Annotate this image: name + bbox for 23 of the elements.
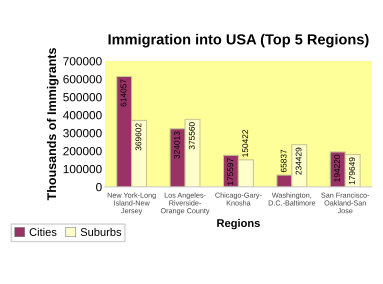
data-label: 179649 bbox=[349, 157, 355, 184]
data-label: 194220 bbox=[334, 154, 340, 182]
chart-title: Immigration into USA (Top 5 Regions) bbox=[108, 34, 369, 48]
x-axis-title: Regions bbox=[217, 218, 260, 230]
data-label: 614057 bbox=[120, 79, 126, 106]
data-label: 234429 bbox=[296, 148, 302, 175]
data-label: 65837 bbox=[280, 150, 287, 172]
legend-label: Cities bbox=[30, 228, 56, 236]
y-tick-label: 0 bbox=[96, 182, 102, 192]
y-tick-label: 400000 bbox=[63, 111, 102, 120]
y-axis-title: Thousands of Immigrants bbox=[46, 48, 59, 200]
y-tick-label: 300000 bbox=[63, 128, 102, 138]
data-label: 324013 bbox=[174, 132, 180, 159]
data-label: 175597 bbox=[227, 158, 234, 185]
y-tick-label: 500000 bbox=[63, 93, 102, 102]
data-label: 375560 bbox=[188, 122, 195, 150]
y-tick-label: 700000 bbox=[63, 57, 102, 66]
y-tick-label: 100000 bbox=[64, 164, 102, 174]
y-tick-label: 200000 bbox=[63, 146, 102, 156]
y-tick-label: 600000 bbox=[63, 75, 102, 84]
data-label: 369602 bbox=[135, 123, 142, 150]
legend-label: Suburbs bbox=[80, 228, 122, 236]
data-label: 150422 bbox=[242, 130, 248, 157]
